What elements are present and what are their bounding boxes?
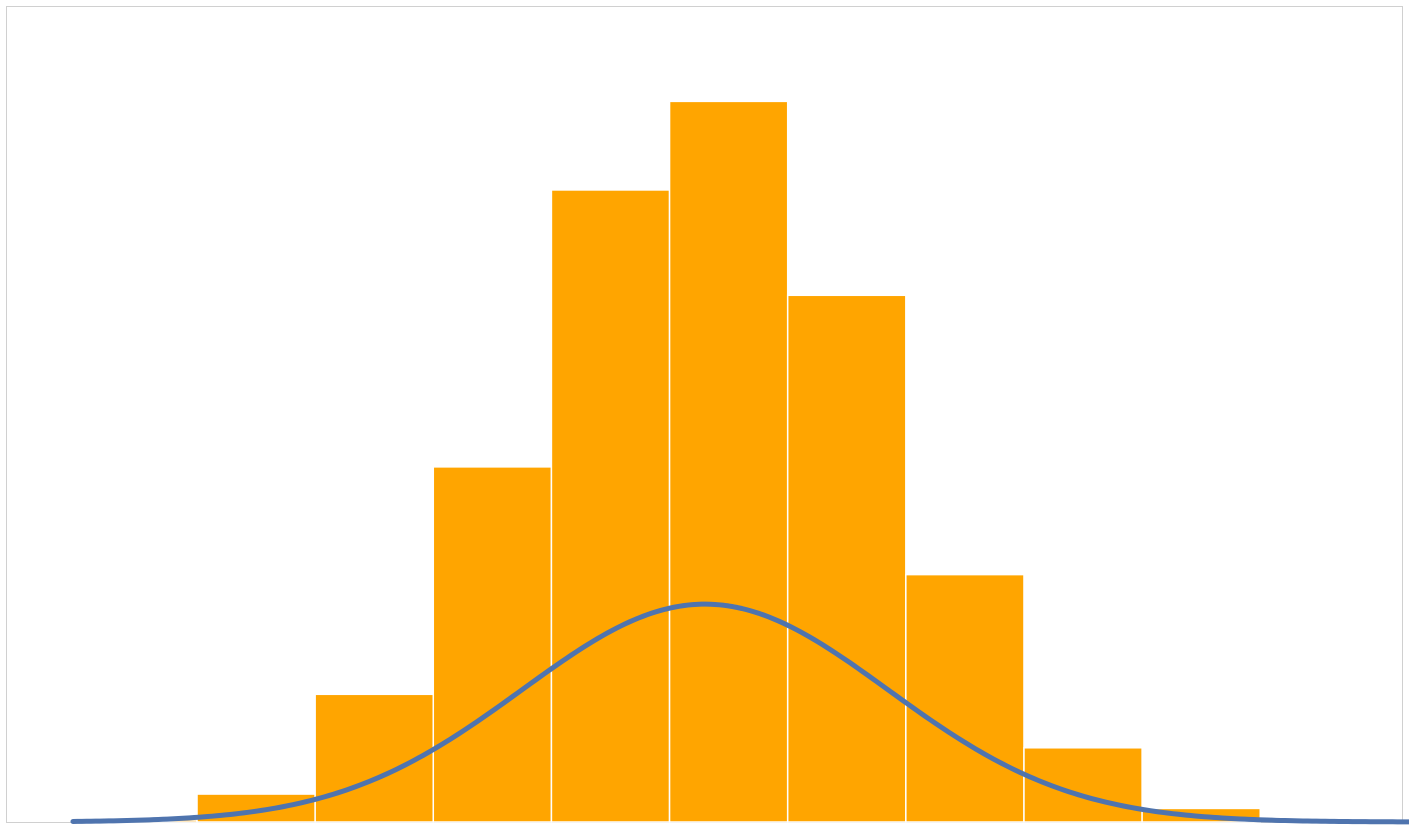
- normal-curve-line: [70, 601, 1409, 825]
- histogram-bar-5: [668, 100, 789, 823]
- histogram-bar-3: [432, 466, 553, 823]
- histogram-bar-4: [550, 189, 671, 823]
- histogram-bar-8: [1023, 747, 1143, 823]
- histogram-bars: [78, 100, 1261, 823]
- normal-curve-group: [70, 601, 1409, 825]
- histogram-bar-7: [905, 573, 1025, 823]
- histogram-bar-6: [786, 294, 907, 823]
